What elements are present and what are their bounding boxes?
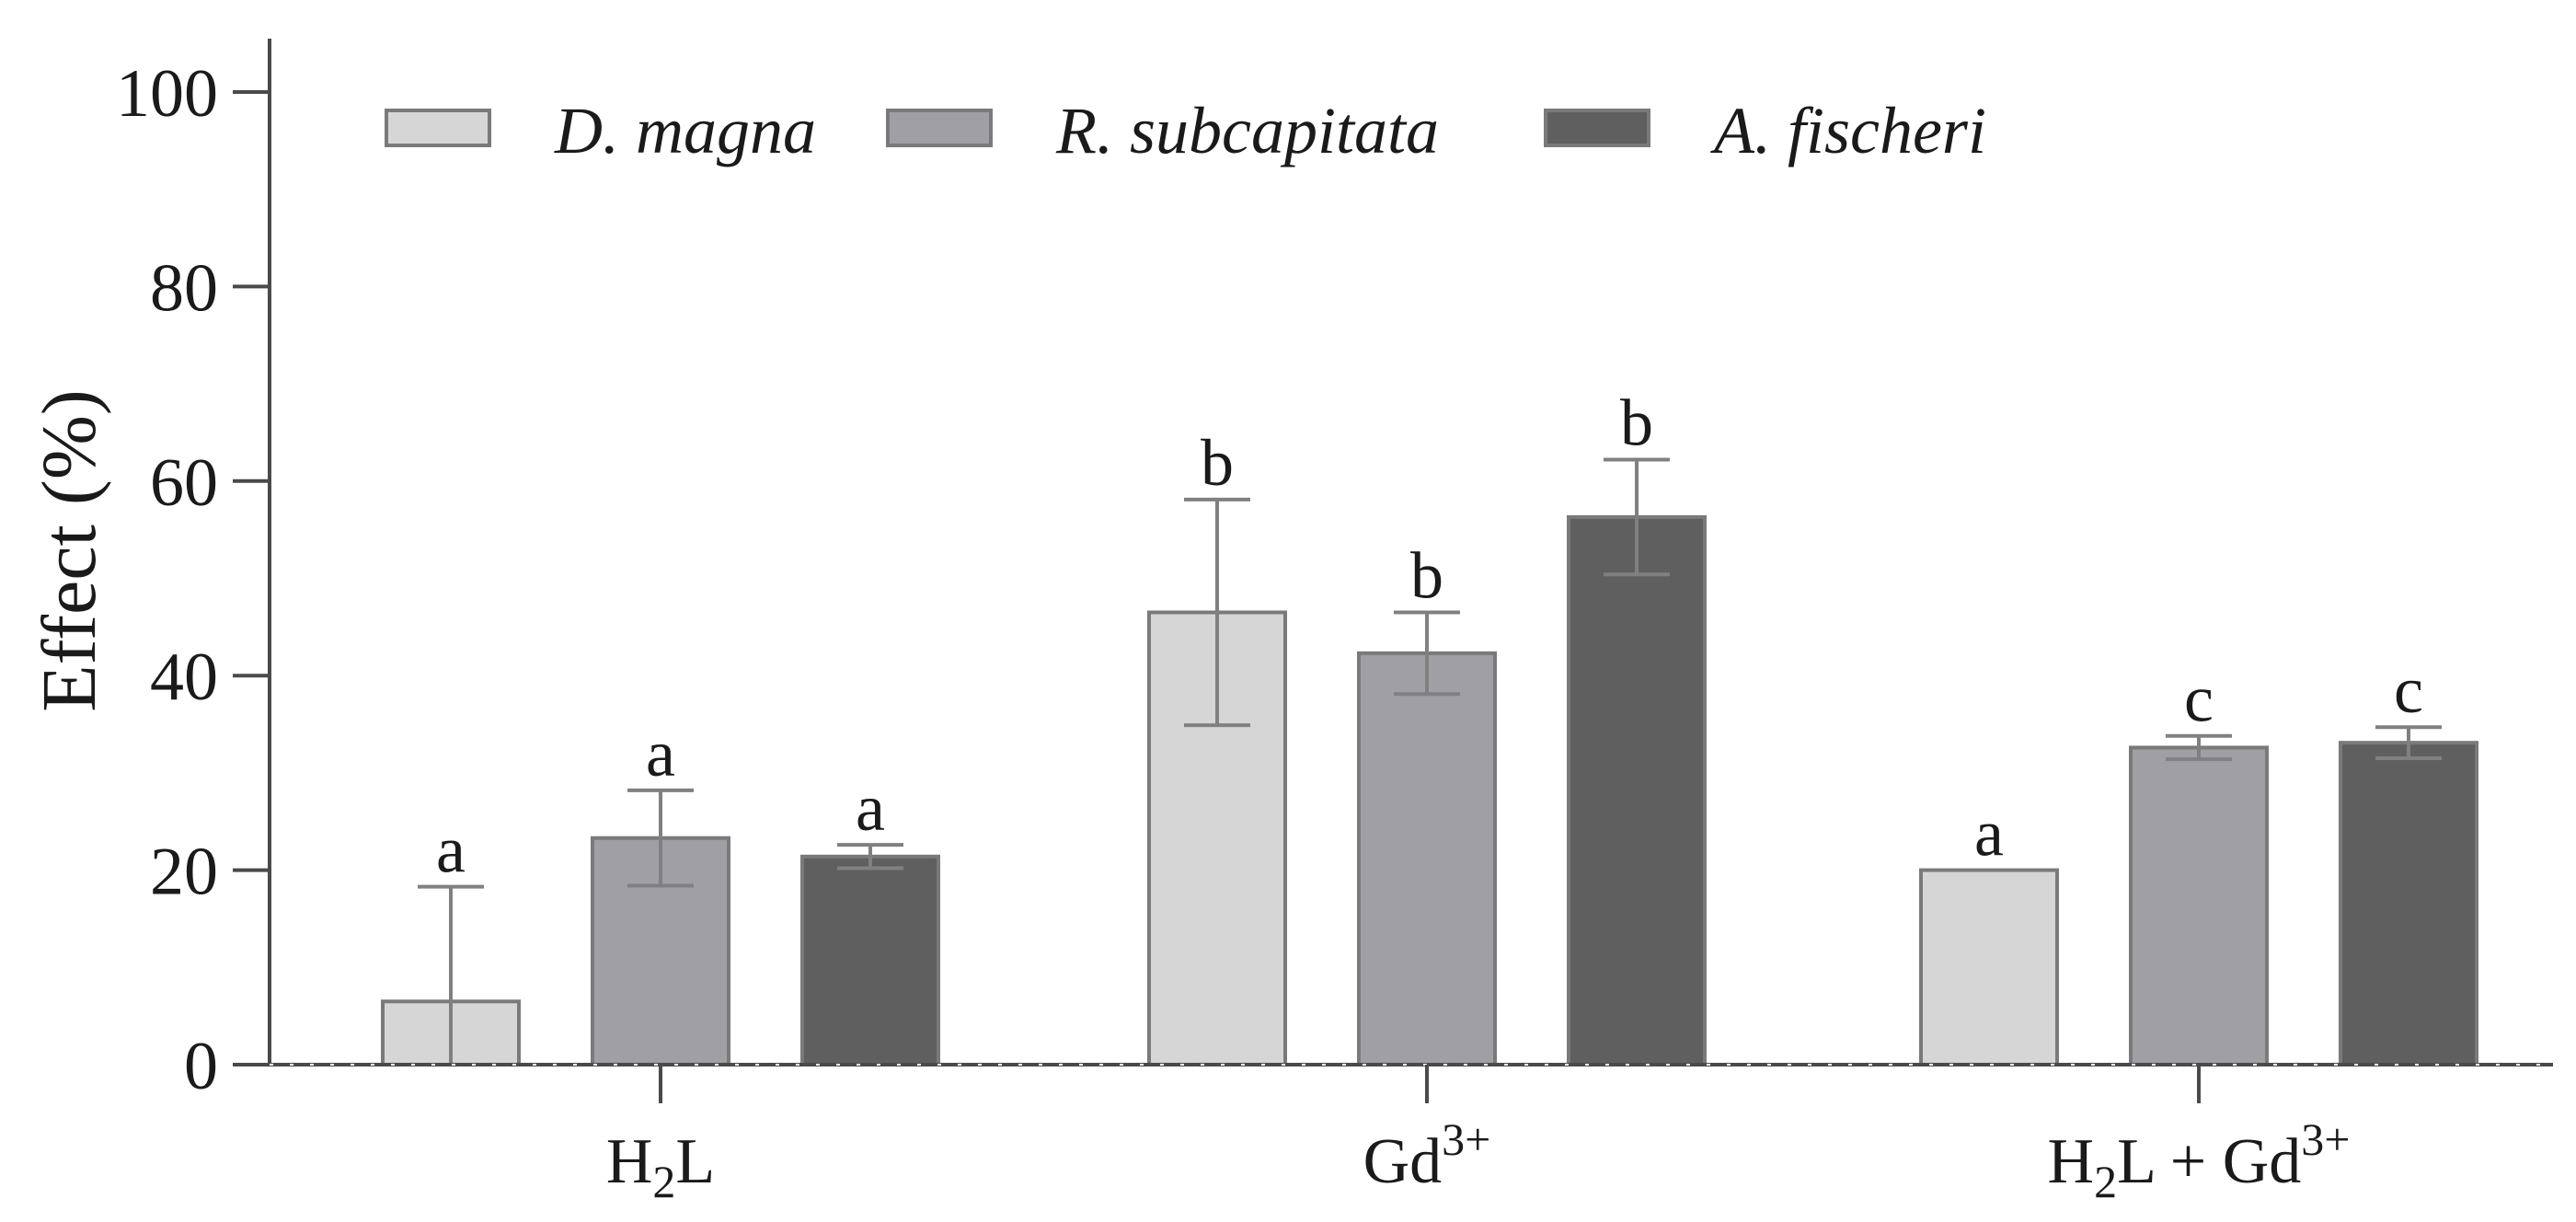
significance-label: a [856, 771, 885, 845]
significance-label: a [1974, 797, 2004, 870]
legend-label-1: D. magna [554, 94, 816, 167]
category-label-part: H [2048, 1126, 2095, 1197]
category-label-part: 3+ [1442, 1113, 1490, 1165]
category-label: H2L [606, 1126, 715, 1207]
y-tick-label: 80 [150, 250, 218, 326]
bar-3-2 [1567, 514, 1707, 1066]
significance-label: b [1620, 386, 1653, 460]
significance-label: c [2184, 663, 2214, 736]
bar-3-3 [2339, 741, 2478, 1066]
significance-label: b [1410, 538, 1443, 612]
significance-label: b [1201, 426, 1234, 500]
legend-swatch-3 [1544, 109, 1650, 147]
bar-1-3 [1919, 868, 2059, 1066]
significance-label: c [2394, 653, 2423, 727]
legend-label-2: R. subcapitata [1055, 94, 1439, 167]
category-label-part: 3+ [2301, 1113, 2350, 1165]
significance-label: a [436, 813, 466, 887]
legend-swatch-2 [886, 109, 993, 147]
significance-label: a [646, 717, 675, 790]
legend-swatch-1 [385, 109, 491, 147]
y-tick-label: 0 [184, 1029, 218, 1104]
y-axis-title: Effect (%) [27, 389, 112, 712]
bar-3-1 [800, 854, 940, 1066]
category-label-part: H [606, 1126, 653, 1197]
category-label: H2L + Gd3+ [2048, 1113, 2351, 1207]
category-label-part: L [675, 1126, 715, 1197]
y-tick-label: 60 [150, 445, 218, 521]
category-label-part: 2 [2094, 1156, 2117, 1207]
legend-label-3: A. fischeri [1710, 94, 1986, 167]
category-label-part: 2 [652, 1156, 675, 1207]
y-tick-label: 20 [150, 835, 218, 910]
y-tick-label: 40 [150, 640, 218, 715]
bar-2-2 [1357, 651, 1497, 1066]
bar-2-3 [2129, 745, 2269, 1067]
category-label: Gd3+ [1363, 1113, 1491, 1197]
category-label-part: L + Gd [2117, 1126, 2301, 1197]
category-label-part: Gd [1363, 1126, 1443, 1197]
y-tick-label: 100 [116, 56, 218, 132]
